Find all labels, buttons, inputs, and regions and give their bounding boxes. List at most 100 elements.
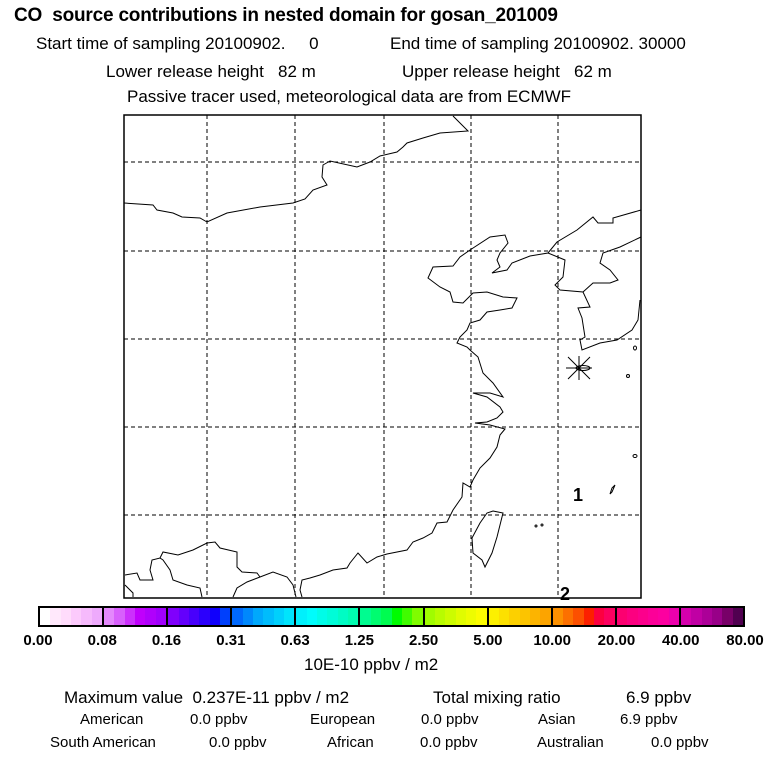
map-frame	[123, 114, 642, 599]
colorbar-tick-label: 0.08	[87, 632, 117, 649]
region-south-american-name: South American	[50, 734, 156, 751]
colorbar-swatch	[263, 608, 274, 625]
total-mixing-value: 6.9 ppbv	[626, 688, 692, 707]
total-mixing-label: Total mixing ratio	[433, 688, 561, 707]
colorbar-swatch	[465, 608, 477, 625]
colorbar-swatch	[434, 608, 446, 625]
colorbar-swatch	[232, 608, 243, 625]
region-australian-value: 0.0 ppbv	[651, 734, 709, 751]
colorbar-swatch	[114, 608, 125, 625]
colorbar-swatch	[647, 608, 659, 625]
colorbar-swatch	[124, 608, 136, 625]
colorbar-swatch	[540, 608, 551, 625]
colorbar-unit: 10E-10 ppbv / m2	[304, 655, 439, 674]
colorbar-swatch	[381, 608, 392, 625]
colorbar-swatch	[701, 608, 712, 625]
colorbar-swatch	[476, 608, 487, 625]
colorbar-swatch	[594, 608, 605, 625]
map-marker-1: 1	[573, 485, 583, 505]
region-european-value: 0.0 ppbv	[421, 711, 479, 728]
colorbar-segment	[296, 608, 361, 625]
colorbar-swatch	[306, 608, 318, 625]
colorbar-swatch	[680, 608, 692, 625]
colorbar-swatch	[360, 608, 371, 625]
colorbar-swatch	[424, 608, 435, 625]
colorbar-swatch	[530, 608, 541, 625]
colorbar-segment	[424, 608, 489, 625]
colorbar-swatch	[691, 608, 702, 625]
colorbar-swatch	[604, 608, 615, 625]
colorbar-swatch	[327, 608, 338, 625]
region-american-name: American	[80, 711, 144, 728]
colorbar-swatch	[732, 608, 743, 625]
colorbar-swatch	[583, 608, 595, 625]
colorbar-segment	[40, 608, 105, 625]
colorbar-swatch	[637, 608, 648, 625]
colorbar-swatch	[199, 608, 210, 625]
colorbar-swatch	[178, 608, 189, 625]
colorbar-swatch	[71, 608, 82, 625]
colorbar-swatch	[209, 608, 220, 625]
colorbar-swatch	[135, 608, 146, 625]
colorbar-tick-label: 0.63	[280, 632, 310, 649]
colorbar-swatch	[658, 608, 669, 625]
colorbar-swatch	[50, 608, 61, 625]
colorbar-swatch	[348, 608, 359, 625]
colorbar-swatch	[81, 608, 92, 625]
colorbar-tick-label: 2.50	[409, 632, 439, 649]
colorbar-swatch	[627, 608, 638, 625]
colorbar-swatch	[668, 608, 679, 625]
colorbar-swatch	[155, 608, 167, 625]
colorbar-swatch	[168, 608, 179, 625]
colorbar-swatch	[40, 608, 51, 625]
colorbar-swatch	[252, 608, 264, 625]
region-australian-name: Australian	[537, 734, 604, 751]
maximum-value: Maximum value 0.237E-11 ppbv / m2	[64, 688, 350, 707]
colorbar-segment	[104, 608, 169, 625]
colorbar-swatch	[273, 608, 284, 625]
grid-lines	[124, 115, 641, 598]
colorbar-swatch	[91, 608, 103, 625]
colorbar-swatch	[242, 608, 253, 625]
receptor-star-icon	[566, 356, 592, 380]
colorbar-tick-label: 40.00	[661, 632, 700, 649]
region-asian-name: Asian	[538, 711, 576, 728]
colorbar-swatch	[337, 608, 349, 625]
end-time: End time of sampling 20100902. 30000	[390, 34, 686, 53]
colorbar-swatch	[711, 608, 723, 625]
colorbar-swatch	[445, 608, 456, 625]
region-south-american-value: 0.0 ppbv	[209, 734, 267, 751]
colorbar-swatch	[145, 608, 156, 625]
colorbar-tick-label: 0.00	[23, 632, 53, 649]
region-asian-value: 6.9 ppbv	[620, 711, 678, 728]
colorbar-swatch	[370, 608, 382, 625]
colorbar-segment	[680, 608, 743, 625]
colorbar-swatch	[219, 608, 231, 625]
colorbar-swatch	[616, 608, 628, 625]
colorbar-swatch	[188, 608, 200, 625]
colorbar-swatch	[519, 608, 531, 625]
plot-title: CO source contributions in nested domain…	[14, 5, 558, 26]
colorbar-swatch	[722, 608, 733, 625]
colorbar-swatch	[552, 608, 564, 625]
colorbar-swatch	[296, 608, 307, 625]
colorbar-swatch	[412, 608, 423, 625]
colorbar-swatch	[60, 608, 72, 625]
colorbar-swatch	[401, 608, 413, 625]
colorbar-segment	[232, 608, 297, 625]
colorbar-segment	[552, 608, 617, 625]
colorbar-segment	[168, 608, 233, 625]
colorbar-tick-label: 10.00	[533, 632, 571, 649]
colorbar-swatch	[499, 608, 510, 625]
colorbar-tick-label: 0.31	[216, 632, 246, 649]
coastlines-borders	[123, 115, 642, 598]
map-marker-2: 2	[560, 584, 570, 604]
colorbar-swatch	[284, 608, 295, 625]
colorbar	[38, 606, 745, 627]
colorbar-tick-label: 20.00	[597, 632, 636, 649]
colorbar-swatch	[563, 608, 574, 625]
colorbar-segment	[360, 608, 425, 625]
colorbar-segment	[616, 608, 681, 625]
